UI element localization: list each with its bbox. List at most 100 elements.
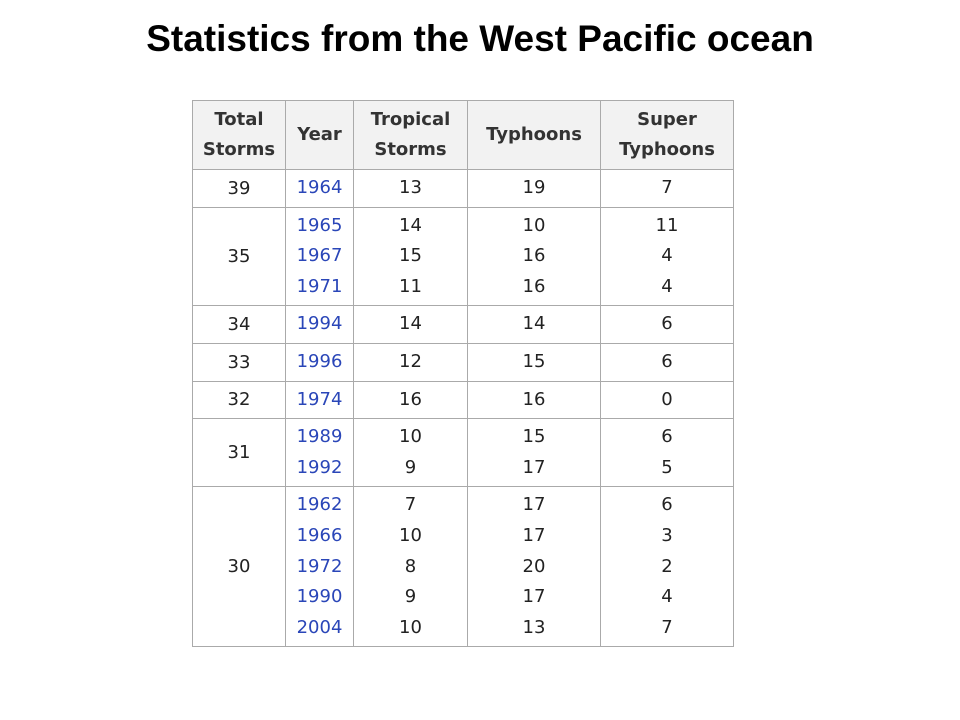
- column-header: Typhoons: [467, 100, 601, 170]
- typhoons-cell: 15 17: [467, 418, 601, 488]
- typhoons: 14: [522, 313, 546, 335]
- year: 1962: [296, 494, 343, 516]
- group-row: 39 1964 13 19 7: [192, 169, 734, 208]
- super-typhoons: 5: [661, 456, 673, 478]
- tropical-storms: 11: [399, 275, 422, 297]
- tropical-storms: 15: [399, 245, 422, 267]
- year: 1992: [296, 456, 343, 478]
- super-typhoons: 4: [661, 245, 673, 267]
- typhoons: 19: [522, 177, 546, 198]
- year: 1989: [296, 426, 343, 448]
- typhoons: 15: [522, 426, 546, 448]
- super-typhoons: 6: [661, 494, 673, 516]
- year: 1996: [296, 350, 343, 372]
- typhoons: 16: [522, 245, 546, 267]
- total-storms: 33: [192, 342, 286, 382]
- year-cell: 1989 1992: [285, 418, 354, 488]
- year: 1965: [296, 214, 343, 236]
- total-storms: 39: [192, 169, 286, 208]
- total-storms: 35: [192, 206, 286, 307]
- group-row: 30 1962 1966 1972 1990 2004 7 10 8 9 10 17 17 20 17 13 6…: [192, 486, 734, 648]
- typhoons-cell: 16: [467, 380, 601, 420]
- typhoons-cell: 19: [467, 169, 601, 208]
- tropical-storms: 14: [399, 214, 422, 236]
- tropical-storms-cell: 14 15 11: [353, 206, 468, 307]
- tropical-storms: 10: [399, 524, 422, 546]
- stats-table: Total Storms Year Tropical Storms Typhoons S…: [192, 100, 734, 648]
- tropical-storms: 16: [399, 388, 422, 410]
- tropical-storms-cell: 16: [353, 380, 468, 420]
- year-cell: 1994: [285, 305, 354, 344]
- year-cell: 1996: [285, 342, 354, 382]
- super-typhoons-cell: 7: [600, 169, 734, 208]
- group-row: 31 1989 1992 10 9 15 17 6 5: [192, 418, 734, 488]
- typhoons: 10: [522, 214, 546, 236]
- tropical-storms: 14: [399, 313, 422, 335]
- total-storms: 30: [192, 486, 286, 648]
- typhoons: 17: [522, 456, 546, 478]
- year: 1964: [296, 177, 343, 198]
- total-storms: 31: [192, 418, 286, 488]
- column-header: Total Storms: [192, 100, 286, 170]
- super-typhoons: 6: [661, 426, 673, 448]
- typhoons: 17: [522, 524, 546, 546]
- typhoons: 15: [522, 350, 546, 372]
- super-typhoons: 3: [661, 524, 673, 546]
- year: 1974: [296, 388, 343, 410]
- super-typhoons-cell: 6 3 2 4 7: [600, 486, 734, 648]
- super-typhoons: 11: [655, 214, 679, 236]
- year-cell: 1974: [285, 380, 354, 420]
- tropical-storms-cell: 10 9: [353, 418, 468, 488]
- total-storms: 32: [192, 380, 286, 420]
- super-typhoons-cell: 6: [600, 305, 734, 344]
- year: 1972: [296, 555, 343, 577]
- super-typhoons: 2: [661, 555, 673, 577]
- typhoons: 16: [522, 388, 546, 410]
- super-typhoons: 7: [661, 177, 673, 198]
- typhoons: 17: [522, 494, 546, 516]
- typhoons-cell: 15: [467, 342, 601, 382]
- group-row: 34 1994 14 14 6: [192, 305, 734, 344]
- tropical-storms: 12: [399, 350, 422, 372]
- typhoons: 16: [522, 275, 546, 297]
- year: 2004: [296, 616, 343, 638]
- tropical-storms: 13: [399, 177, 422, 198]
- typhoons-cell: 17 17 20 17 13: [467, 486, 601, 648]
- group-row: 32 1974 16 16 0: [192, 380, 734, 420]
- tropical-storms-cell: 14: [353, 305, 468, 344]
- title: Statistics from the West Pacific ocean: [146, 18, 814, 59]
- super-typhoons-cell: 0: [600, 380, 734, 420]
- group-row: 33 1996 12 15 6: [192, 342, 734, 382]
- super-typhoons: 4: [661, 586, 673, 608]
- super-typhoons-cell: 11 4 4: [600, 206, 734, 307]
- tropical-storms: 7: [404, 494, 417, 516]
- year: 1967: [296, 245, 343, 267]
- tropical-storms: 9: [404, 586, 417, 608]
- super-typhoons: 6: [661, 350, 673, 372]
- tropical-storms: 9: [404, 456, 417, 478]
- tropical-storms: 10: [399, 616, 422, 638]
- typhoons: 20: [522, 555, 546, 577]
- year: 1990: [296, 586, 343, 608]
- group-row: 35 1965 1967 1971 14 15 11 10 16 16 11 4 4: [192, 206, 734, 307]
- tropical-storms-cell: 12: [353, 342, 468, 382]
- year: 1971: [296, 275, 343, 297]
- tropical-storms-cell: 13: [353, 169, 468, 208]
- total-storms: 34: [192, 305, 286, 344]
- super-typhoons: 4: [661, 275, 673, 297]
- super-typhoons: 7: [661, 616, 673, 638]
- year: 1994: [296, 313, 343, 335]
- tropical-storms: 8: [404, 555, 417, 577]
- tropical-storms: 10: [399, 426, 422, 448]
- super-typhoons: 6: [661, 313, 673, 335]
- year: 1966: [296, 524, 343, 546]
- column-header: Tropical Storms: [353, 100, 468, 170]
- year-cell: 1965 1967 1971: [285, 206, 354, 307]
- typhoons-cell: 14: [467, 305, 601, 344]
- year-cell: 1964: [285, 169, 354, 208]
- typhoons: 13: [522, 616, 546, 638]
- typhoons: 17: [522, 586, 546, 608]
- super-typhoons-cell: 6: [600, 342, 734, 382]
